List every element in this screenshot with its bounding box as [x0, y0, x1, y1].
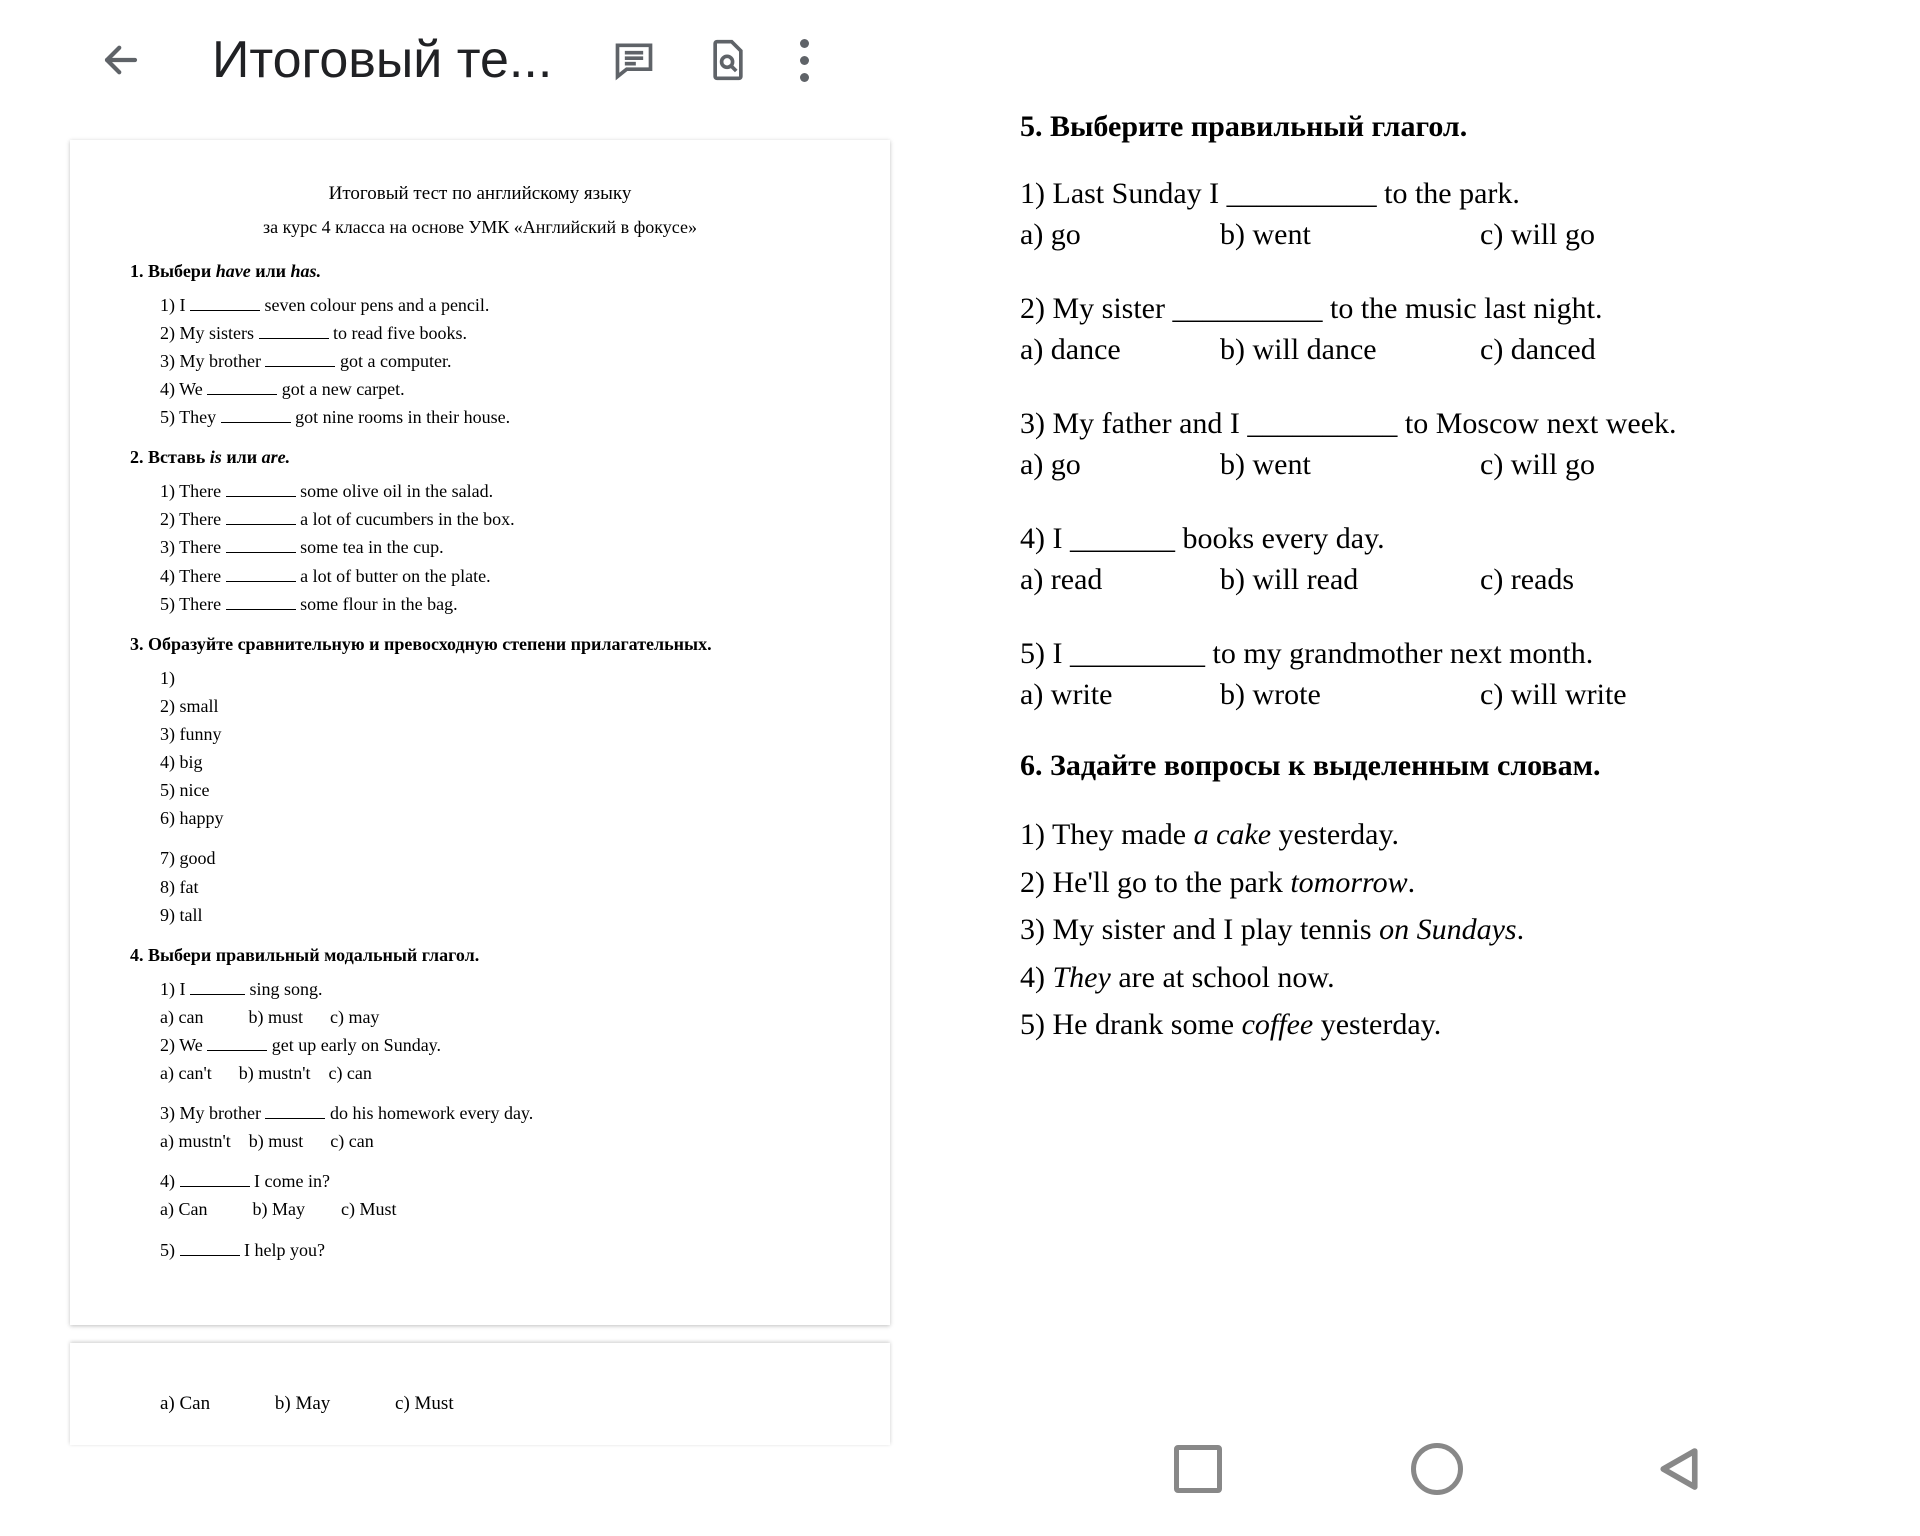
opt-c: c) Must: [395, 1393, 454, 1414]
nav-recent-icon[interactable]: [1174, 1445, 1222, 1493]
right-pane: 5. Выберите правильный глагол. 1) Last S…: [960, 0, 1920, 1536]
q3-head: 3. Образуйте сравнительную и превосходну…: [130, 631, 830, 657]
q4-head: 4. Выбери правильный модальный глагол.: [130, 942, 830, 968]
q5-head: 5. Выберите правильный глагол.: [1020, 110, 1880, 144]
toolbar: Итоговый те...: [0, 0, 960, 120]
q4-items: 1) I sing song. a) can b) must c) may 2)…: [130, 976, 830, 1263]
more-menu-icon[interactable]: [800, 39, 809, 82]
page-1: Итоговый тест по английскому языку за ку…: [70, 140, 890, 1325]
nav-back-icon[interactable]: [1652, 1442, 1706, 1496]
find-in-page-icon[interactable]: [706, 38, 750, 82]
toolbar-icons: [612, 38, 809, 82]
opt-b: b) May: [275, 1393, 330, 1414]
opt-a: a) Can: [160, 1393, 210, 1414]
left-pane: Итоговый те... Итоговый тест по английск…: [0, 0, 960, 1536]
comments-icon[interactable]: [612, 38, 656, 82]
page-2-top: a) Can b) May c) Must: [70, 1343, 890, 1445]
q5-2: 2) My sister __________ to the music las…: [1020, 289, 1880, 370]
q3-items: 1) 2) small 3) funny 4) big 5) nice 6) h…: [130, 665, 830, 928]
q5-3: 3) My father and I __________ to Moscow …: [1020, 404, 1880, 485]
blank: [190, 295, 260, 311]
q5-1: 1) Last Sunday I __________ to the park.…: [1020, 174, 1880, 255]
q1-head: 1. Выбери have или has.: [130, 258, 830, 284]
page-subtitle: за курс 4 класса на основе УМК «Английск…: [130, 214, 830, 240]
q5-4: 4) I _______ books every day. a) readb) …: [1020, 519, 1880, 600]
document-scroll[interactable]: Итоговый тест по английскому языку за ку…: [0, 120, 960, 1445]
page-title: Итоговый тест по английскому языку: [130, 180, 830, 208]
android-navbar: [960, 1442, 1920, 1496]
q2-head: 2. Вставь is или are.: [130, 444, 830, 470]
q2-items: 1) There some olive oil in the salad. 2)…: [130, 478, 830, 616]
q5-5: 5) I _________ to my grandmother next mo…: [1020, 634, 1880, 715]
q1-items: 1) I seven colour pens and a pencil. 2) …: [130, 292, 830, 430]
q6-head: 6. Задайте вопросы к выделенным словам.: [1020, 749, 1880, 783]
q6-items: 1) They made a cake yesterday. 2) He'll …: [1020, 813, 1880, 1047]
doc-title: Итоговый те...: [212, 30, 552, 90]
nav-home-icon[interactable]: [1411, 1443, 1463, 1495]
back-button[interactable]: [100, 39, 142, 81]
